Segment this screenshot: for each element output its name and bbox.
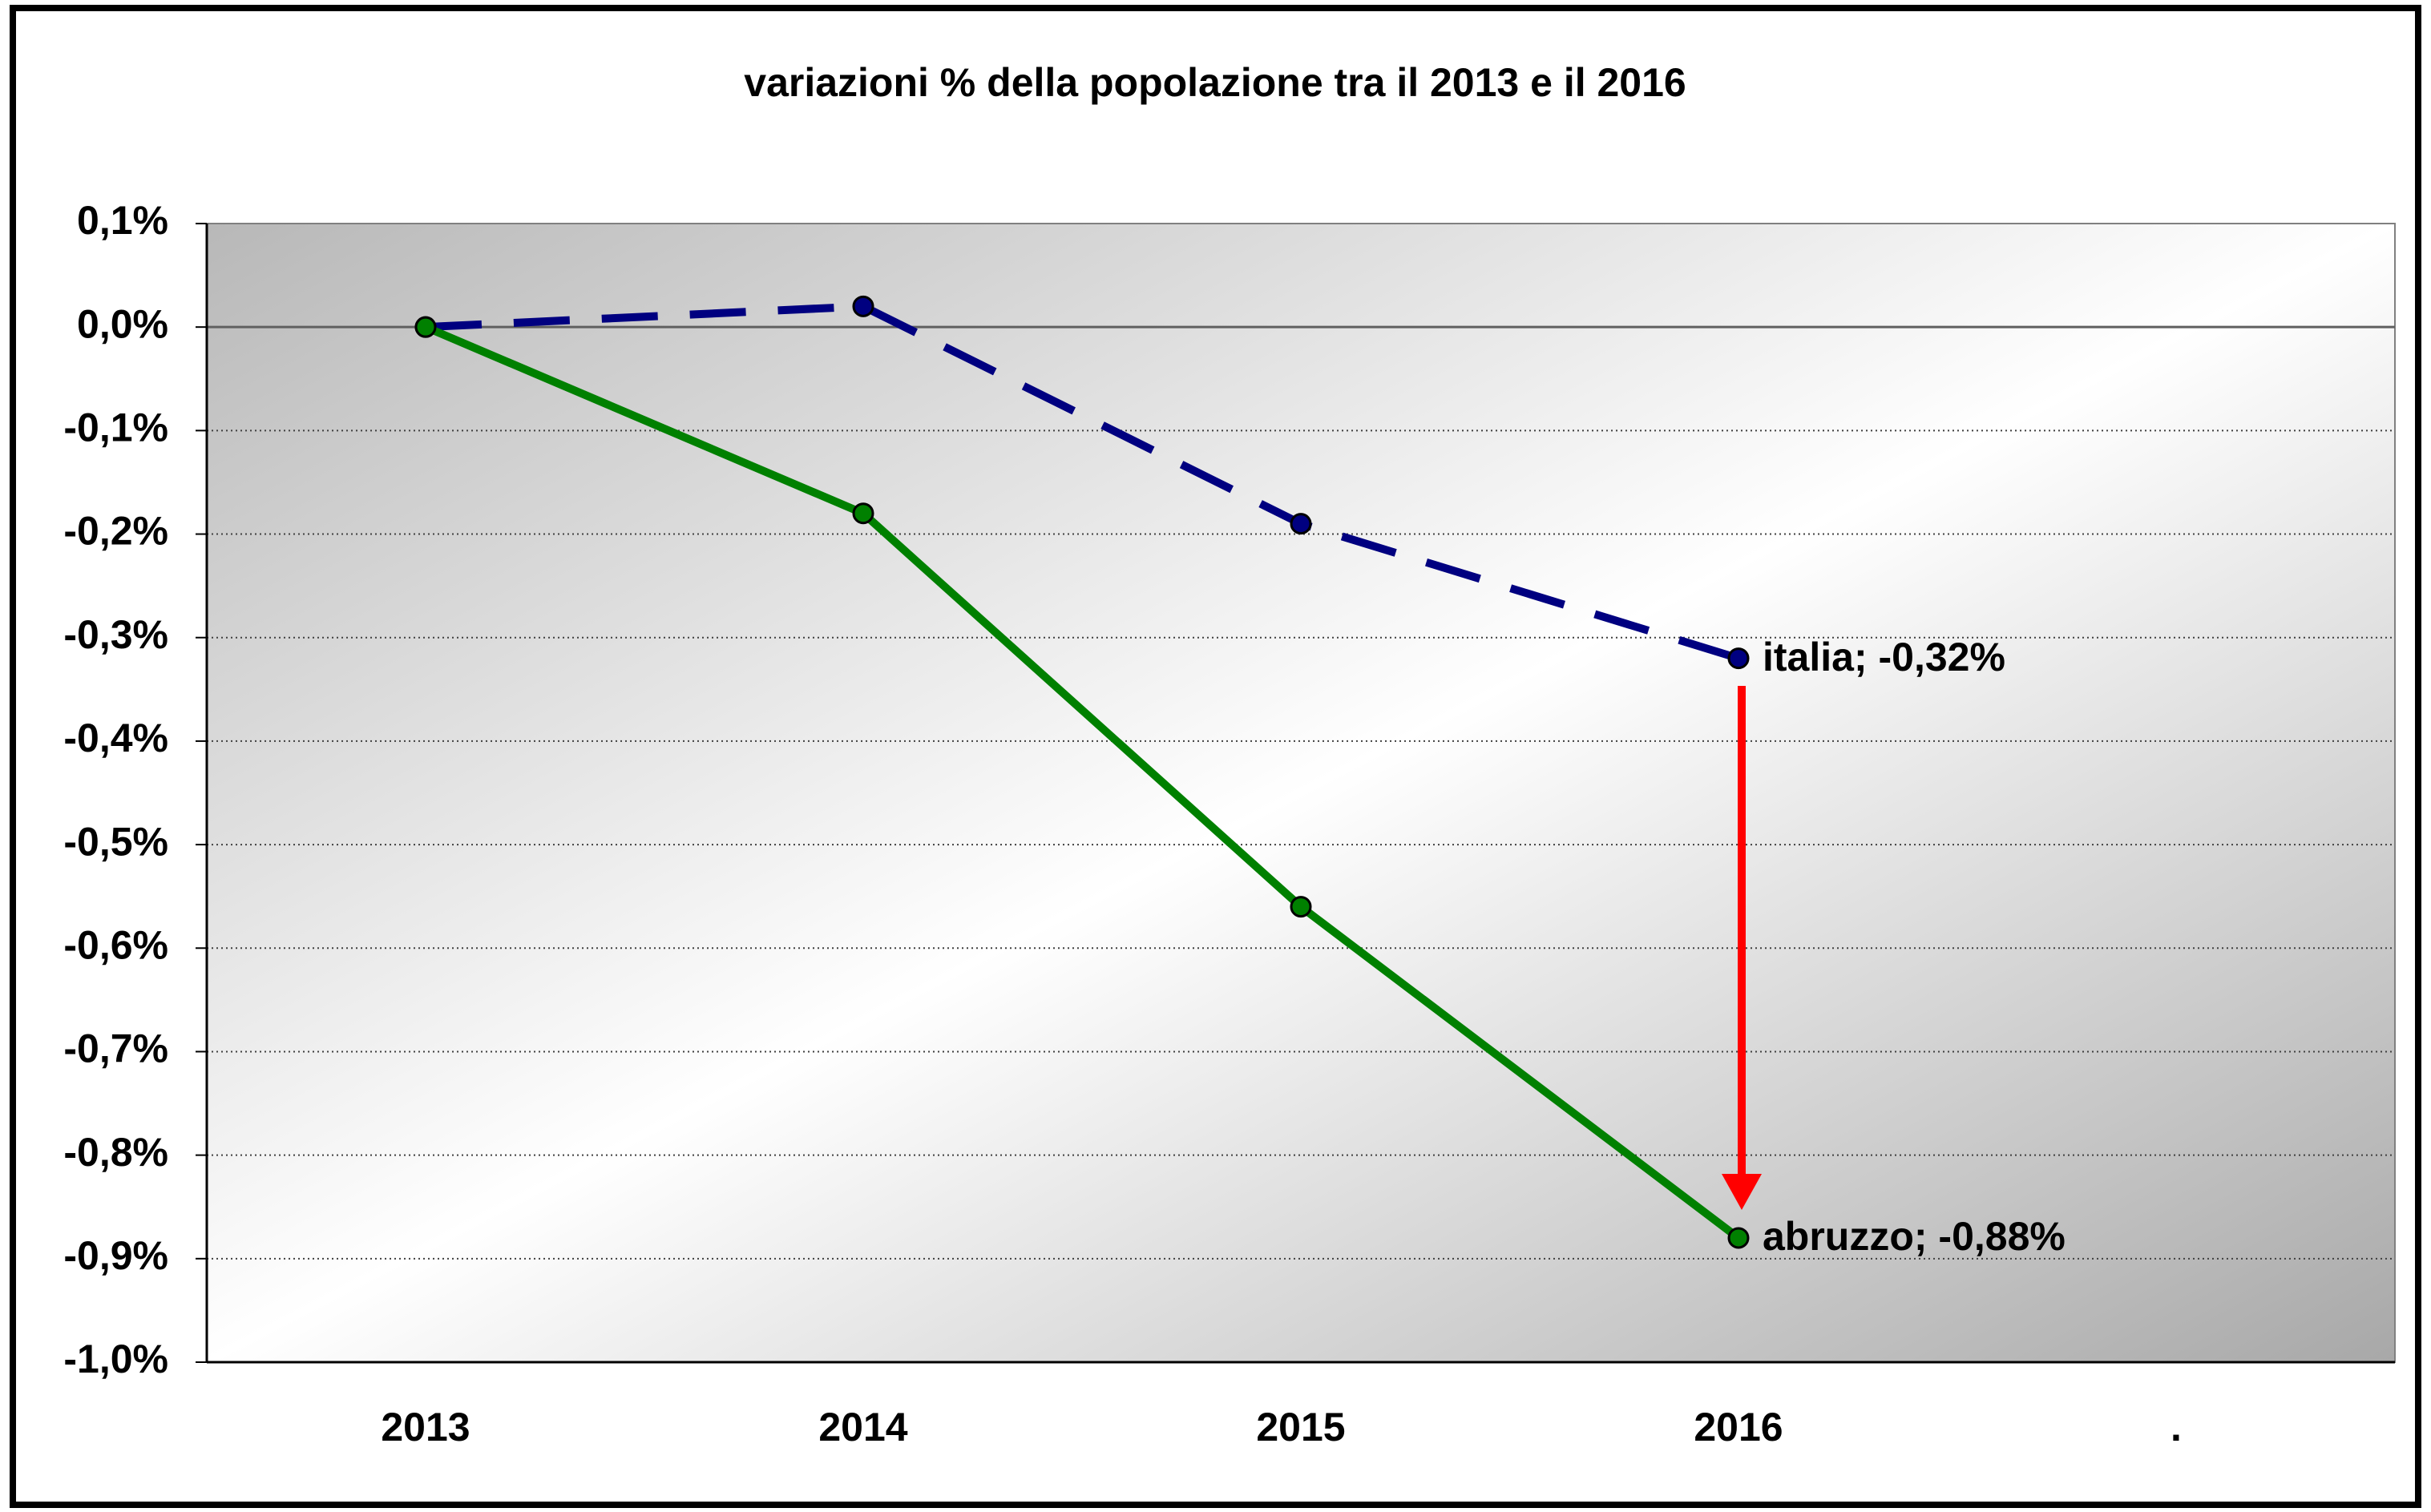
y-tick-label: -0,1% — [63, 405, 168, 450]
plot-area — [206, 223, 2396, 1363]
y-tick-label: 0,0% — [77, 301, 168, 346]
y-tick-label: -0,3% — [63, 612, 168, 657]
data-point — [1290, 896, 1312, 918]
data-point — [1290, 513, 1312, 535]
x-tick-label: 2013 — [381, 1405, 470, 1450]
y-tick-label: -0,6% — [63, 922, 168, 967]
data-point — [414, 316, 437, 338]
y-tick-label: -0,9% — [63, 1233, 168, 1278]
x-tick-label: 2015 — [1256, 1405, 1345, 1450]
x-tick-label: 2016 — [1694, 1405, 1783, 1450]
series-line — [424, 323, 1742, 1241]
data-point — [852, 502, 874, 525]
x-tick-label: . — [2171, 1405, 2182, 1450]
y-tick-label: -0,7% — [63, 1026, 168, 1071]
y-tick-label: -0,8% — [63, 1130, 168, 1175]
data-point — [1727, 647, 1750, 670]
annotation-arrowhead — [1722, 1174, 1762, 1210]
y-tick-label: -0,5% — [63, 819, 168, 864]
y-tick-label: 0,1% — [77, 198, 168, 243]
data-point — [1727, 1227, 1750, 1249]
data-label: abruzzo; -0,88% — [1763, 1214, 2066, 1259]
y-tick-label: -0,2% — [63, 509, 168, 554]
y-tick-label: -1,0% — [63, 1337, 168, 1381]
data-point — [852, 295, 874, 317]
y-tick-label: -0,4% — [63, 716, 168, 760]
data-label: italia; -0,32% — [1763, 635, 2005, 679]
series-line — [425, 302, 1740, 663]
chart-title: variazioni % della popolazione tra il 20… — [744, 60, 1686, 105]
x-tick-label: 2014 — [818, 1405, 907, 1450]
